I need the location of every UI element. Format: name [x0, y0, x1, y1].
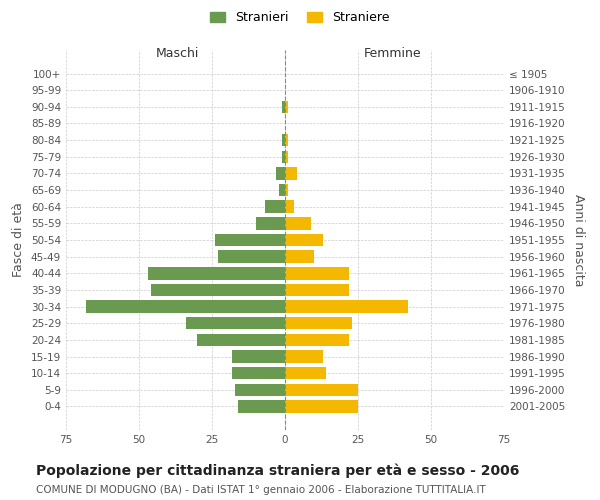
Bar — [235, 384, 285, 396]
Bar — [285, 134, 288, 146]
Bar — [232, 367, 285, 380]
Bar — [282, 134, 285, 146]
Bar — [86, 300, 285, 313]
Y-axis label: Anni di nascita: Anni di nascita — [572, 194, 585, 286]
Bar — [276, 167, 285, 179]
Bar — [256, 217, 285, 230]
Text: Popolazione per cittadinanza straniera per età e sesso - 2006: Popolazione per cittadinanza straniera p… — [36, 464, 520, 478]
Text: COMUNE DI MODUGNO (BA) - Dati ISTAT 1° gennaio 2006 - Elaborazione TUTTITALIA.IT: COMUNE DI MODUGNO (BA) - Dati ISTAT 1° g… — [36, 485, 486, 495]
Bar — [285, 350, 323, 363]
Bar — [148, 267, 285, 280]
Bar — [285, 400, 358, 412]
Bar — [285, 234, 323, 246]
Bar — [285, 267, 349, 280]
Bar — [232, 350, 285, 363]
Bar — [282, 150, 285, 163]
Bar — [285, 300, 407, 313]
Y-axis label: Fasce di età: Fasce di età — [13, 202, 25, 278]
Bar — [279, 184, 285, 196]
Bar — [186, 317, 285, 330]
Bar — [285, 284, 349, 296]
Bar — [285, 317, 352, 330]
Bar — [285, 167, 296, 179]
Bar — [285, 217, 311, 230]
Text: Maschi: Maschi — [155, 47, 199, 60]
Legend: Stranieri, Straniere: Stranieri, Straniere — [205, 6, 395, 29]
Bar — [238, 400, 285, 412]
Bar — [197, 334, 285, 346]
Bar — [285, 367, 326, 380]
Bar — [285, 100, 288, 113]
Bar — [285, 250, 314, 263]
Bar — [282, 100, 285, 113]
Bar — [215, 234, 285, 246]
Bar — [285, 184, 288, 196]
Bar — [285, 150, 288, 163]
Text: Femmine: Femmine — [364, 47, 422, 60]
Bar — [151, 284, 285, 296]
Bar — [285, 384, 358, 396]
Bar — [265, 200, 285, 213]
Bar — [285, 334, 349, 346]
Bar — [285, 200, 294, 213]
Bar — [218, 250, 285, 263]
